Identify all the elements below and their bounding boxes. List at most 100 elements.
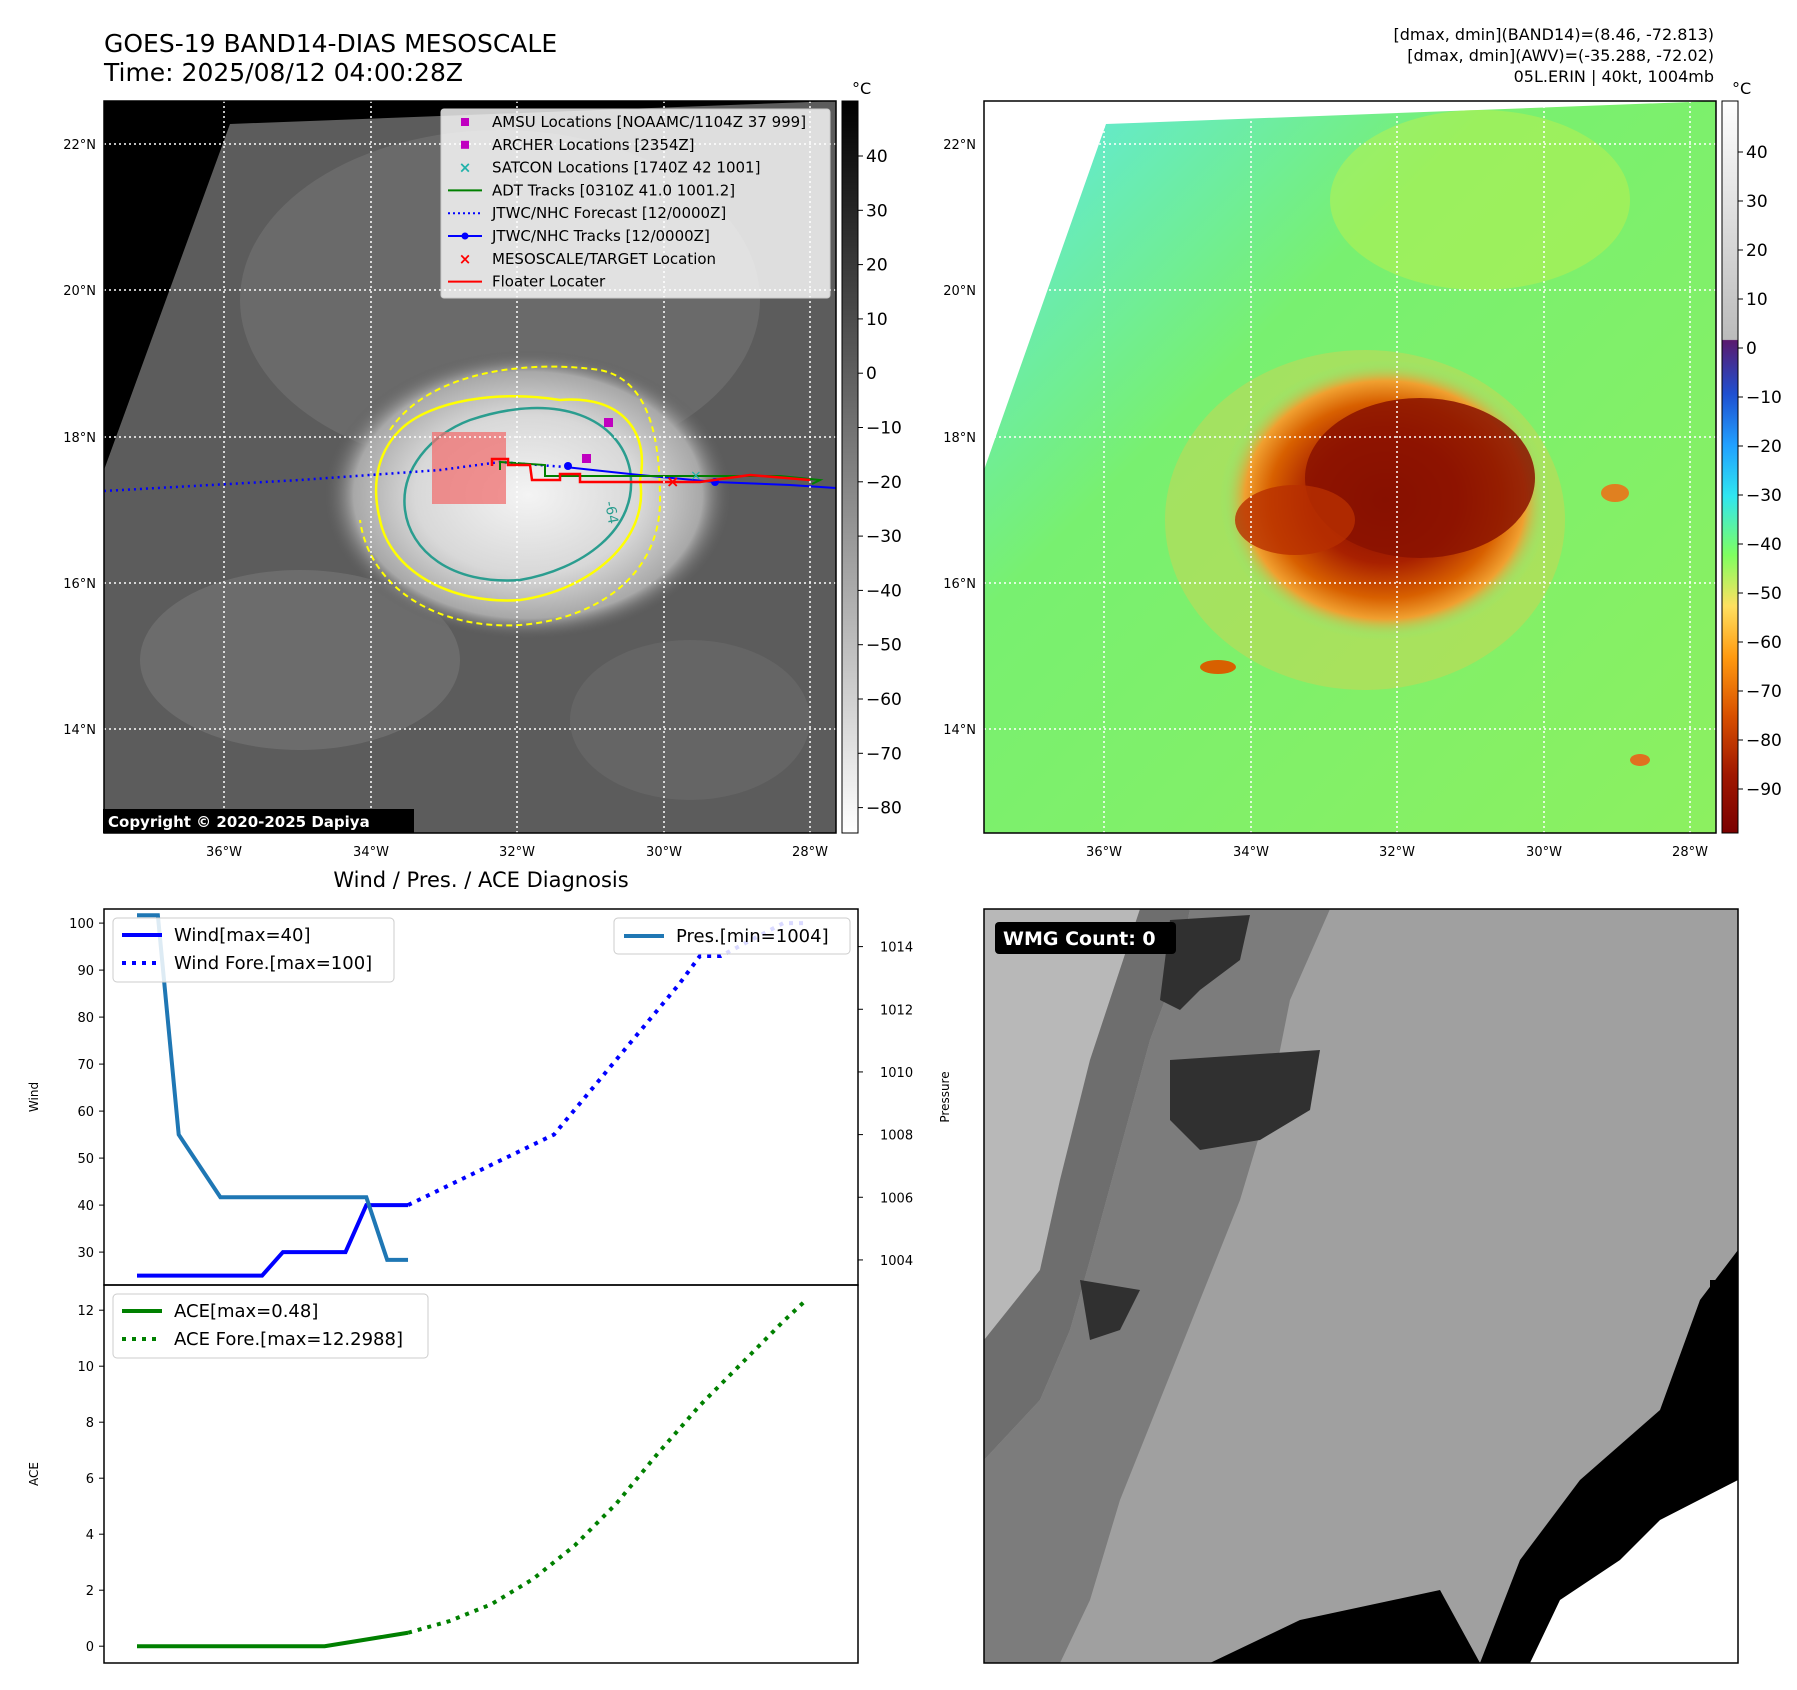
series-line [137,1203,409,1278]
lon-tick-label: 32°W [1379,845,1415,860]
contour-teal [403,406,633,582]
y-tick-label: 6 [86,1472,94,1487]
info-band14: [dmax, dmin](BAND14)=(8.46, -72.813) [1394,25,1715,44]
legend-x-icon: × [459,159,472,177]
map-legend: AMSU Locations [NOAAMC/1104Z 37 999] ARCH… [440,108,831,299]
y-tick-label: 40 [77,1199,94,1214]
wmg-count-label: WMG Count: 0 [1003,928,1156,950]
lon-tick-label: 36°W [1086,845,1122,860]
chart-legend-label: ACE[max=0.48] [174,1301,318,1322]
contour-yellow [374,395,644,602]
colorbar-tick-label: 0 [866,364,877,384]
colorbar-tick-label: −60 [1746,633,1782,653]
chart-legend-label: Wind Fore.[max=100] [174,953,372,974]
y-tick-label: 70 [77,1058,94,1073]
cloud-field [140,570,460,750]
lat-tick-label: 22°N [63,138,96,153]
y-tick-label: 30 [77,1246,94,1261]
map-panel-right: 36°W 34°W 32°W 30°W 28°W 22°N 20°N 18°N 16°N 14°N [943,100,1717,860]
lon-tick-label: 28°W [1672,845,1708,860]
map-frame-left [103,100,837,834]
contour-yellow-outer [359,365,662,627]
chart-legend-box [112,917,395,983]
lon-tick-label: 30°W [646,845,682,860]
lon-tick-label: 28°W [792,845,828,860]
colorbar-tick-label: −50 [866,636,902,656]
y2-tick-label: 1010 [880,1066,913,1081]
chart-frame [103,1284,859,1664]
lon-tick-label: 36°W [206,845,242,860]
colorbar-left-unit: °C [852,79,871,98]
legend-label: JTWC/NHC Tracks [12/0000Z] [491,227,710,245]
contour-label: -64 [601,500,621,525]
y-tick-label: 8 [86,1416,94,1431]
colorbar-tick-label: 10 [1746,290,1768,310]
forecast-series-line [407,921,805,1207]
lat-tick-label: 18°N [63,431,96,446]
wmg-region-white [1530,1480,1738,1663]
colorbar-left-gradient [841,100,859,834]
wmg-region-mid [984,909,1190,1460]
colorbar-left-ticks: 40 30 20 10 0 −10 −20 −30 −40 −50 −60 −70 −80 [858,147,902,819]
colorbar-tick-label: −10 [866,419,902,439]
colorbar-tick-label: −50 [1746,584,1782,604]
y-tick-label: 12 [77,1304,94,1319]
colorbar-left: °C 40 30 20 10 0 −10 −20 −30 −40 −50 −60 −70 −80 [841,79,902,834]
map-axes-right: 36°W 34°W 32°W 30°W 28°W 22°N 20°N 18°N 16°N 14°N [943,138,1708,860]
forecast-track [104,460,566,493]
colorbar-tick-label: −60 [866,690,902,710]
copyright-text: Copyright © 2020-2025 Dapiya [108,813,370,831]
y-tick-label: 2 [86,1584,94,1599]
storm-band-dias [1235,485,1355,555]
y-tick-label: 80 [77,1011,94,1026]
legend-label: MESOSCALE/TARGET Location [492,250,716,268]
figure-title: GOES-19 BAND14-DIAS MESOSCALE [104,29,557,58]
wind-pressure-chart: Wind 100 90 80 70 60 50 40 30 1014 1012 1010 1008 100… [27,908,952,1286]
colorbar-right-ticks: 40 30 20 10 0 −10 −20 −30 −40 −50 −60 −70 −80 −90 [1738,143,1782,800]
legend-label: Floater Locater [492,273,606,291]
lat-tick-label: 16°N [943,577,976,592]
colorbar-tick-label: −30 [1746,486,1782,506]
series-line [137,1630,409,1649]
colorbar-right: °C 40 30 20 10 0 −10 −20 −30 −40 −50 −60 −70 −80 −90 [1721,79,1782,834]
y-axis-label: Wind [27,1082,41,1112]
target-marker: × [666,472,679,491]
lat-tick-label: 16°N [63,577,96,592]
info-awv: [dmax, dmin](AWV)=(-35.288, -72.02) [1407,46,1714,65]
convection-cell [1200,660,1236,674]
wmg-region-light [984,909,1140,1340]
figure-time: Time: 2025/08/12 04:00:28Z [103,58,463,87]
cloud-field-right [1330,110,1630,290]
archer-marker [582,454,591,463]
chart-legend-box-right [613,917,851,955]
y2-tick-label: 1008 [880,1129,913,1144]
storm-cloud-gray [323,350,733,640]
wmg-region-dark [1080,1280,1140,1340]
track-point [564,462,572,470]
colorbar-tick-label: −70 [1746,682,1782,702]
legend-x-icon: × [459,250,472,268]
y2-tick-label: 1014 [880,941,913,956]
colorbar-tick-label: 20 [866,256,888,276]
y2-tick-label: 1012 [880,1003,913,1018]
colorbar-tick-label: −10 [1746,388,1782,408]
map-gridlines-right [984,101,1716,833]
lon-tick-label: 34°W [353,845,389,860]
lat-tick-label: 18°N [943,431,976,446]
lon-tick-label: 32°W [499,845,535,860]
y-axis-label: ACE [27,1462,41,1486]
colorbar-tick-label: 30 [1746,192,1768,212]
wmg-region-black [1710,1280,1738,1320]
colorbar-tick-label: −90 [1746,780,1782,800]
storm-core-dias [1305,398,1535,558]
wmg-region-dark [1170,1050,1320,1150]
colorbar-tick-label: 40 [1746,143,1768,163]
diagnosis-title: Wind / Pres. / ACE Diagnosis [333,868,628,892]
lat-tick-label: 14°N [63,723,96,738]
lat-tick-label: 14°N [943,723,976,738]
colorbar-tick-label: −80 [1746,731,1782,751]
lat-tick-label: 20°N [943,284,976,299]
colorbar-tick-label: −20 [1746,437,1782,457]
legend-dot-icon [461,232,469,240]
